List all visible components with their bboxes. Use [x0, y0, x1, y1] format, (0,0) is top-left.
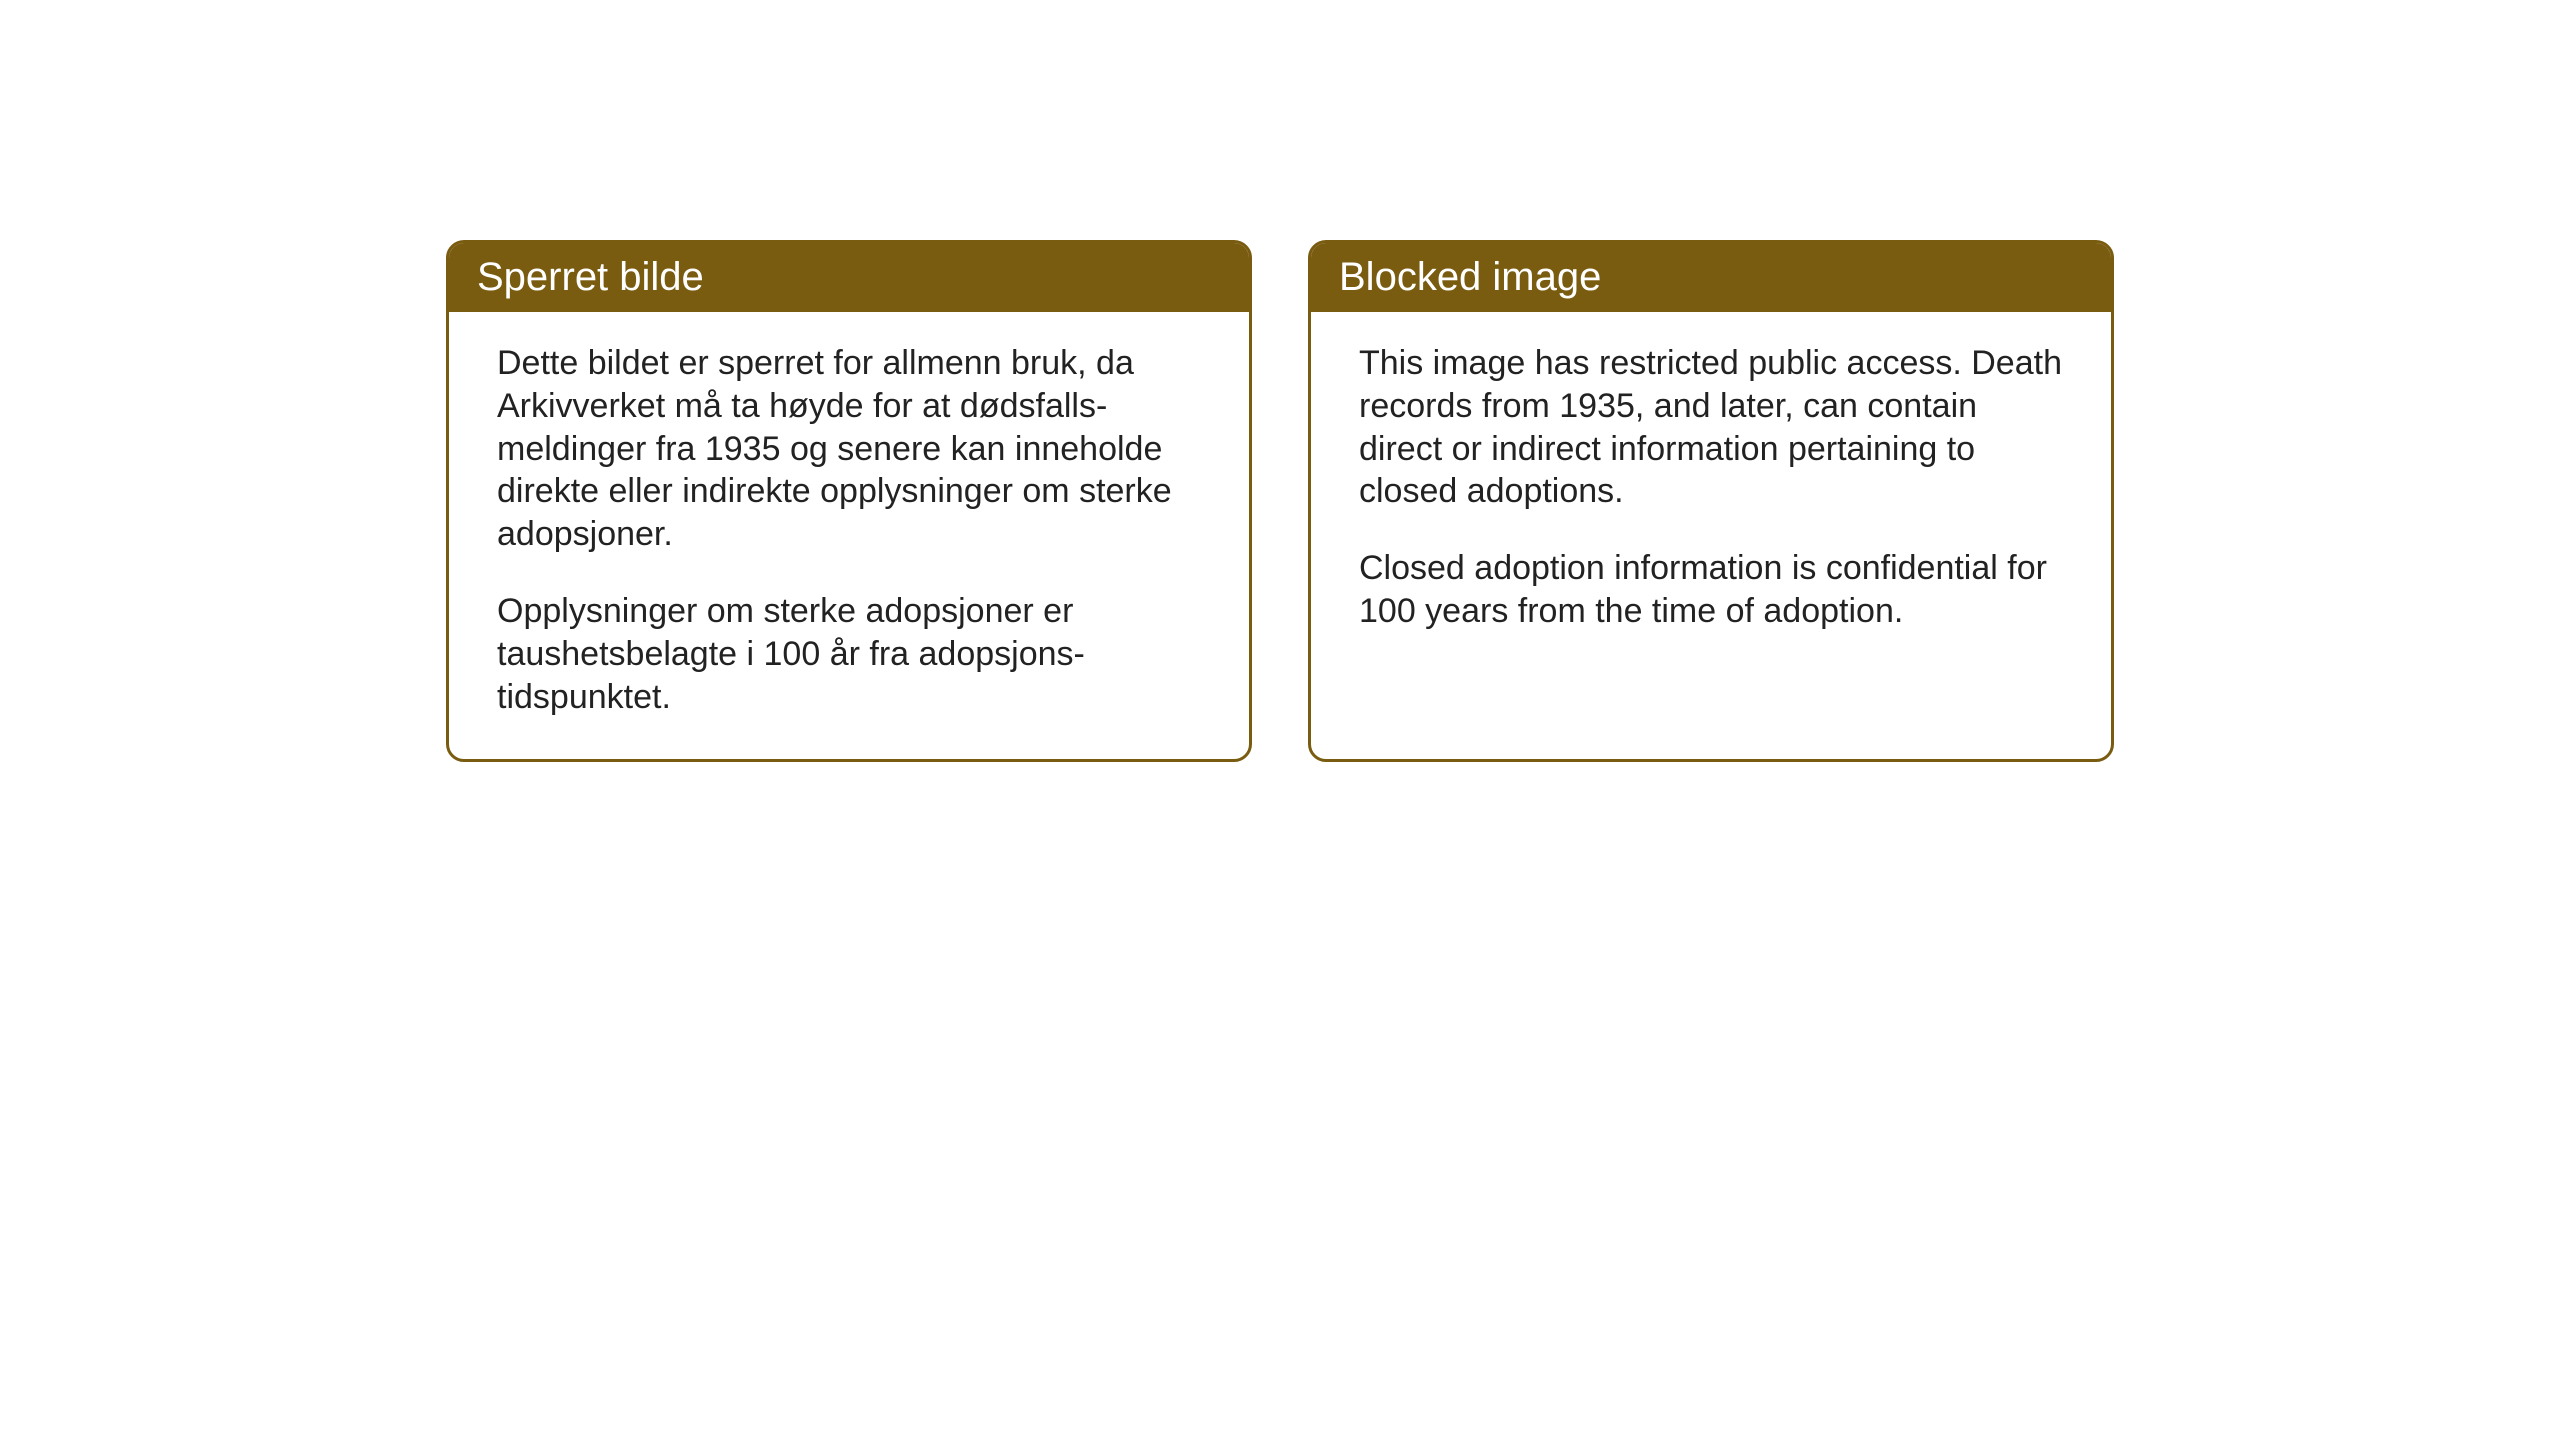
card-norwegian: Sperret bilde Dette bildet er sperret fo… [446, 240, 1252, 762]
card-body-norwegian: Dette bildet er sperret for allmenn bruk… [449, 312, 1249, 759]
card-body-english: This image has restricted public access.… [1311, 312, 2111, 752]
card-paragraph-2-english: Closed adoption information is confident… [1359, 547, 2063, 633]
card-paragraph-1-norwegian: Dette bildet er sperret for allmenn bruk… [497, 342, 1201, 556]
card-header-norwegian: Sperret bilde [449, 243, 1249, 312]
cards-container: Sperret bilde Dette bildet er sperret fo… [446, 240, 2114, 762]
card-title-norwegian: Sperret bilde [477, 255, 704, 299]
card-title-english: Blocked image [1339, 255, 1601, 299]
card-header-english: Blocked image [1311, 243, 2111, 312]
card-paragraph-1-english: This image has restricted public access.… [1359, 342, 2063, 513]
card-english: Blocked image This image has restricted … [1308, 240, 2114, 762]
card-paragraph-2-norwegian: Opplysninger om sterke adopsjoner er tau… [497, 590, 1201, 718]
